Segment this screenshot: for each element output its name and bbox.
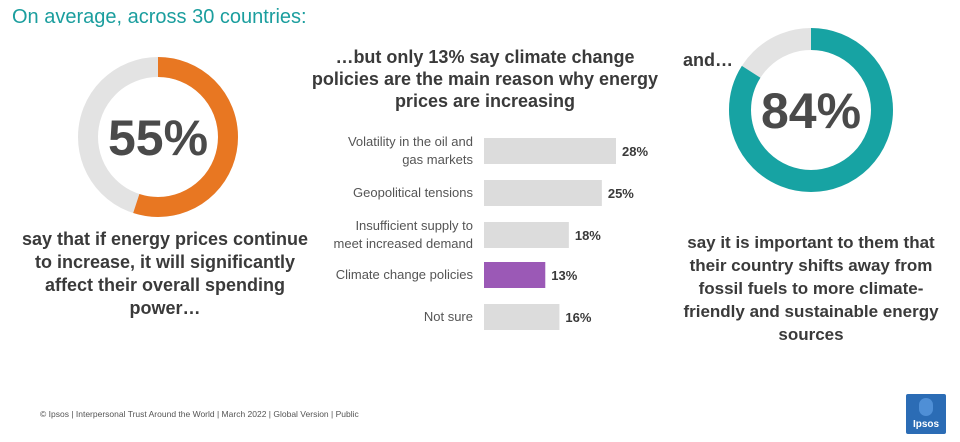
right-lead-text: and…: [683, 50, 734, 70]
bar-category-label: Not sure: [300, 308, 473, 326]
page-headline: On average, across 30 countries:: [12, 6, 307, 28]
bar-category-label-line: Volatility in the oil and: [347, 134, 473, 149]
bar-category-label: Geopolitical tensions: [300, 184, 473, 202]
bar-value-label: 25%: [608, 186, 634, 201]
footer-text: © Ipsos | Interpersonal Trust Around the…: [40, 409, 359, 419]
right-donut-value-arc: [729, 28, 893, 192]
logo-mark-icon: [919, 398, 933, 416]
bar-chart: 28% 25% 18% 13% 16%: [484, 138, 648, 330]
bar-category-label: Volatility in the oil and gas markets: [300, 133, 473, 169]
bar-2: [484, 180, 602, 206]
bar-category-label-line: Insufficient supply to: [355, 218, 473, 233]
left-donut-value-label: 55%: [108, 110, 208, 166]
right-donut-chart: 84%: [729, 28, 893, 192]
bar-value-label: 28%: [622, 144, 648, 159]
bar-4: [484, 262, 546, 288]
right-donut-caption: say it is important to them that their c…: [683, 233, 939, 344]
ipsos-logo: Ipsos: [906, 394, 946, 434]
bar-value-label: 16%: [565, 310, 591, 325]
bar-1: [484, 138, 616, 164]
left-donut-caption: say that if energy prices continue to in…: [21, 229, 309, 318]
right-donut-value-label: 84%: [761, 83, 861, 139]
bar-value-label: 18%: [575, 228, 601, 243]
bar-3: [484, 222, 569, 248]
logo-text: Ipsos: [912, 419, 940, 430]
bar-category-label-line: Not sure: [423, 309, 473, 324]
left-donut-chart: 55%: [78, 57, 238, 217]
bar-chart-title: …but only 13% say climate change policie…: [311, 47, 659, 111]
bar-category-label: Climate change policies: [300, 266, 473, 284]
bar-5: [484, 304, 560, 330]
bar-category-label-line: Climate change policies: [335, 267, 473, 282]
left-donut-value-arc: [78, 57, 238, 217]
bar-value-label: 13%: [551, 268, 577, 283]
bar-category-label-line: gas markets: [402, 152, 473, 167]
bar-category-label-line: Geopolitical tensions: [353, 185, 473, 200]
bar-category-label-line: meet increased demand: [333, 236, 473, 251]
bar-category-label: Insufficient supply to meet increased dem…: [300, 217, 473, 253]
